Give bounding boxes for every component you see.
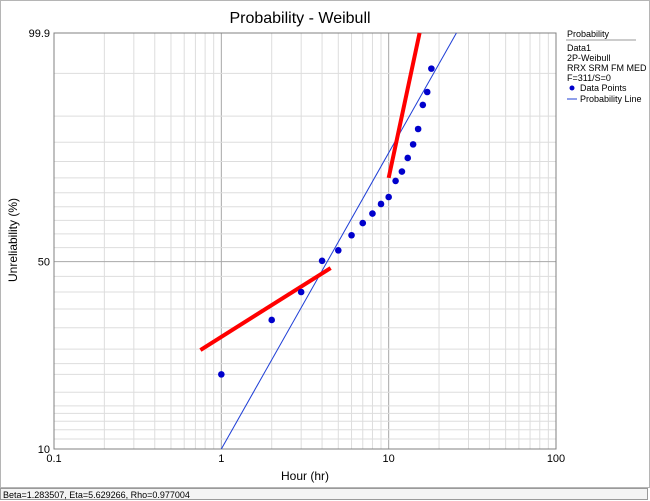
legend-dataset: Data1 [567,43,591,53]
data-point [392,177,399,185]
x-tick-label: 100 [547,453,565,465]
chart-title: Probability - Weibull [229,10,370,27]
data-point [369,210,376,217]
data-point [419,101,427,109]
legend: Probability Data1 2P-Weibull RRX SRM FM … [566,29,647,104]
legend-heading: Probability [567,29,610,39]
data-point [318,257,326,265]
legend-counts: F=311/S=0 [567,73,611,83]
data-point [297,288,305,296]
legend-probability-line-label: Probability Line [580,94,642,104]
series [199,32,457,450]
grid [54,33,556,449]
data-point [334,247,342,254]
data-point [377,200,385,208]
red-segment-line [199,266,332,352]
data-point [423,88,431,96]
legend-model: 2P-Weibull [567,53,610,63]
x-axis-label: Hour (hr) [281,469,329,483]
x-tick-label: 1 [218,453,224,465]
data-point [428,65,435,72]
y-tick-label: 99.9 [29,28,50,40]
data-point [409,141,417,148]
red-segment-line [386,32,422,179]
data-point [414,125,422,133]
data-point [268,316,276,324]
data-point [398,168,406,175]
x-tick-label: 0.1 [46,453,61,465]
data-point [218,371,225,378]
data-point [404,154,412,162]
legend-method: RRX SRM FM MED [567,63,647,73]
data-point [348,231,355,239]
tick-labels: 0.1 1 10 100 10 50 99.9 [29,28,566,465]
data-point [385,193,392,201]
y-tick-label: 10 [38,444,50,456]
status-text: Beta=1.283507, Eta=5.629266, Rho=0.97700… [3,490,190,500]
data-point [359,219,367,227]
y-tick-label: 50 [38,257,50,269]
legend-data-points-icon [569,85,575,91]
x-tick-label: 10 [383,453,395,465]
plot-border [53,32,557,450]
probability-line [220,32,457,450]
y-axis-label: Unreliability (%) [6,198,20,282]
legend-data-points-label: Data Points [580,83,627,93]
status-bar: Beta=1.283507, Eta=5.629266, Rho=0.97700… [0,488,648,500]
